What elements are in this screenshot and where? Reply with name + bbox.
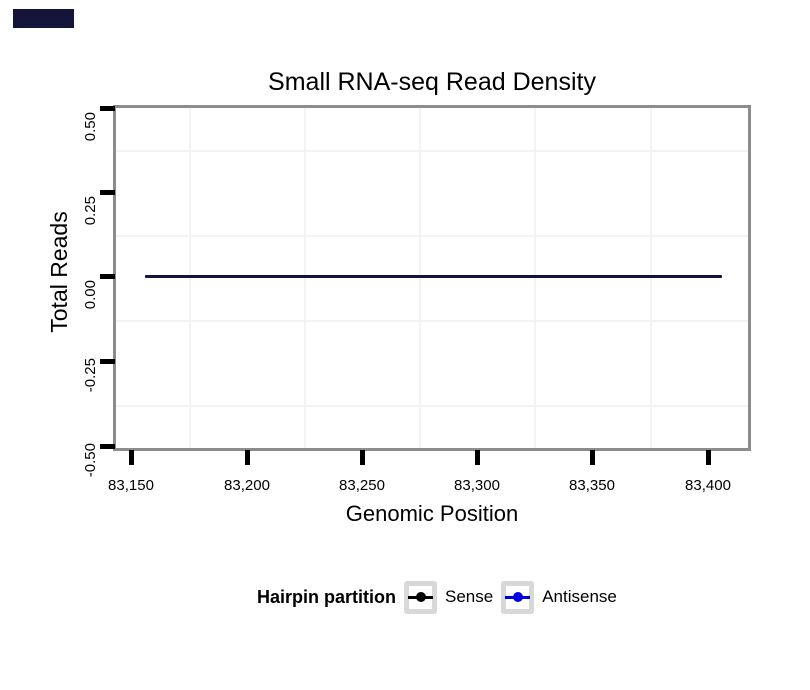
x-tick-label: 83,200	[224, 477, 270, 494]
x-axis-tick	[245, 450, 250, 465]
x-axis-tick	[475, 450, 480, 465]
legend-key-antisense	[501, 580, 535, 614]
y-axis-tick	[100, 444, 115, 449]
y-axis-tick	[100, 274, 115, 279]
y-tick-label: -0.50	[82, 443, 99, 478]
x-tick-label: 83,300	[454, 477, 500, 494]
antisense-point-icon	[512, 592, 523, 602]
x-axis-title: Genomic Position	[345, 501, 519, 526]
plot-panel	[113, 105, 751, 451]
y-axis-title: Total Reads	[46, 211, 72, 333]
minor-gridline-h	[116, 320, 748, 322]
x-axis-tick	[129, 450, 134, 465]
x-tick-label: 83,150	[108, 477, 154, 494]
y-axis-tick	[100, 190, 115, 195]
minor-gridline-h	[116, 150, 748, 152]
y-axis-tick	[100, 106, 115, 111]
minor-gridline-h	[116, 235, 748, 237]
y-tick-label: -0.25	[82, 358, 99, 393]
x-tick-label: 83,400	[685, 477, 731, 494]
legend: Hairpin partition Sense Antisense	[257, 579, 617, 615]
legend-label-sense: Sense	[445, 587, 494, 606]
minor-gridline-h	[116, 405, 748, 407]
minor-gridline-v	[534, 108, 536, 448]
x-tick-label: 83,350	[569, 477, 615, 494]
legend-title: Hairpin partition	[257, 586, 396, 607]
sense-point-icon	[415, 592, 426, 602]
minor-gridline-v	[419, 108, 421, 448]
data-line-sense-antisense-overlap	[145, 275, 722, 278]
legend-key-sense	[404, 580, 437, 614]
minor-gridline-v	[189, 108, 191, 448]
chart-title: Small RNA-seq Read Density	[268, 68, 596, 96]
x-tick-label: 83,250	[339, 477, 385, 494]
legend-label-antisense: Antisense	[542, 587, 617, 606]
y-tick-label: 0.25	[82, 196, 99, 226]
y-tick-label: 0.00	[82, 280, 99, 310]
x-axis-tick	[360, 450, 365, 465]
minor-gridline-v	[650, 108, 652, 448]
y-axis-tick	[100, 359, 115, 364]
y-tick-label: 0.50	[82, 112, 99, 142]
minor-gridline-v	[304, 108, 306, 448]
corner-swatch	[13, 9, 74, 28]
x-axis-tick	[706, 450, 711, 465]
x-axis-tick	[590, 450, 595, 465]
